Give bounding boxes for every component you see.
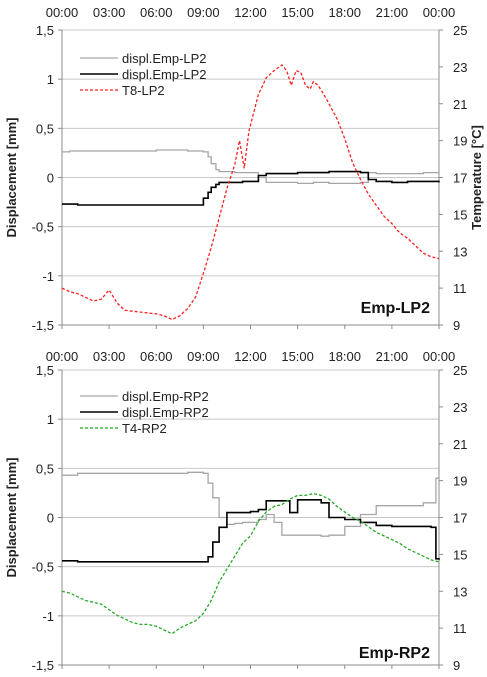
y-tick-label: 1,5: [36, 363, 54, 378]
x-tick-label: 15:00: [281, 5, 314, 20]
y2-tick-label: 25: [453, 363, 467, 378]
series-line-2: [62, 499, 440, 563]
legend-label: displ.Emp-RP2: [122, 405, 209, 420]
y2-tick-label: 19: [453, 474, 467, 489]
y-tick-label: 1,5: [36, 23, 54, 38]
x-tick-label: 00:00: [423, 5, 456, 20]
x-tick-label: 15:00: [281, 349, 314, 364]
y2-tick-label: 17: [453, 511, 467, 526]
y2-tick-label: 21: [453, 437, 467, 452]
series-line-3: [61, 492, 440, 635]
x-tick-label: 06:00: [140, 5, 173, 20]
y-tick-label: 1: [47, 412, 54, 427]
x-tick-label: 06:00: [140, 349, 173, 364]
chart-panel-1: -1,5 -1 -0,5 0 0,5 1 1,5 9 11 13 15 17 19 21 23 25 00:00…: [4, 5, 484, 333]
panel-label: Emp-LP2: [361, 300, 430, 317]
y-tick-label: -1,5: [32, 658, 54, 673]
y2-tick-label: 15: [453, 547, 467, 562]
legend-label: displ.Emp-RP2: [122, 389, 209, 404]
x-tick-label: 09:00: [187, 349, 220, 364]
x-tick-label: 03:00: [93, 349, 126, 364]
y2-tick-label: 15: [453, 207, 467, 222]
y-tick-label: 0,5: [36, 461, 54, 476]
panel-label: Emp-RP2: [359, 645, 430, 662]
y2-tick-label: 13: [453, 584, 467, 599]
series-line-2: [62, 170, 440, 206]
legend-label: displ.Emp-LP2: [122, 51, 207, 66]
y-tick-label: -0,5: [32, 220, 54, 235]
y-tick-label: -0,5: [32, 560, 54, 575]
y2-tick-label: 25: [453, 23, 467, 38]
x-tick-label: 12:00: [234, 349, 267, 364]
y-axis-title: Displacement [mm]: [4, 118, 19, 238]
x-tick-label: 18:00: [328, 5, 361, 20]
series-line-3: [61, 64, 440, 321]
x-tick-label: 03:00: [93, 5, 126, 20]
y2-tick-label: 13: [453, 244, 467, 259]
y-tick-label: -1: [42, 269, 54, 284]
x-tick-label: 21:00: [376, 349, 409, 364]
x-tick-label: 21:00: [376, 5, 409, 20]
series-line-1: [62, 471, 440, 537]
y-tick-label: 0,5: [36, 121, 54, 136]
y2-tick-label: 11: [453, 621, 467, 636]
y2-tick-label: 9: [453, 658, 460, 673]
legend-label: displ.Emp-LP2: [122, 67, 207, 82]
legend-label: T4-RP2: [122, 421, 167, 436]
chart-panel-2: -1,5-1-0,500,511,59111315171921232500:00…: [4, 349, 467, 673]
y2-tick-label: 23: [453, 60, 467, 75]
series-line-1: [62, 149, 439, 185]
x-tick-label: 12:00: [234, 5, 267, 20]
y2-tick-label: 23: [453, 400, 467, 415]
y2-axis-title: Temperature [°C]: [469, 125, 484, 230]
y-axis-title: Displacement [mm]: [4, 458, 19, 578]
y2-tick-label: 17: [453, 171, 467, 186]
x-tick-label: 18:00: [328, 349, 361, 364]
y2-tick-label: 11: [453, 281, 467, 296]
x-tick-label: 00:00: [46, 349, 79, 364]
y2-tick-label: 9: [453, 318, 460, 333]
x-tick-label: 00:00: [46, 5, 79, 20]
x-tick-label: 09:00: [187, 5, 220, 20]
x-tick-label: 00:00: [423, 349, 456, 364]
y-tick-label: 1: [47, 72, 54, 87]
y-tick-label: 0: [47, 171, 54, 186]
legend-label: T8-LP2: [122, 83, 165, 98]
y-tick-label: 0: [47, 511, 54, 526]
y2-tick-label: 21: [453, 97, 467, 112]
y-tick-label: -1: [42, 609, 54, 624]
y2-tick-label: 19: [453, 134, 467, 149]
y-tick-label: -1,5: [32, 318, 54, 333]
